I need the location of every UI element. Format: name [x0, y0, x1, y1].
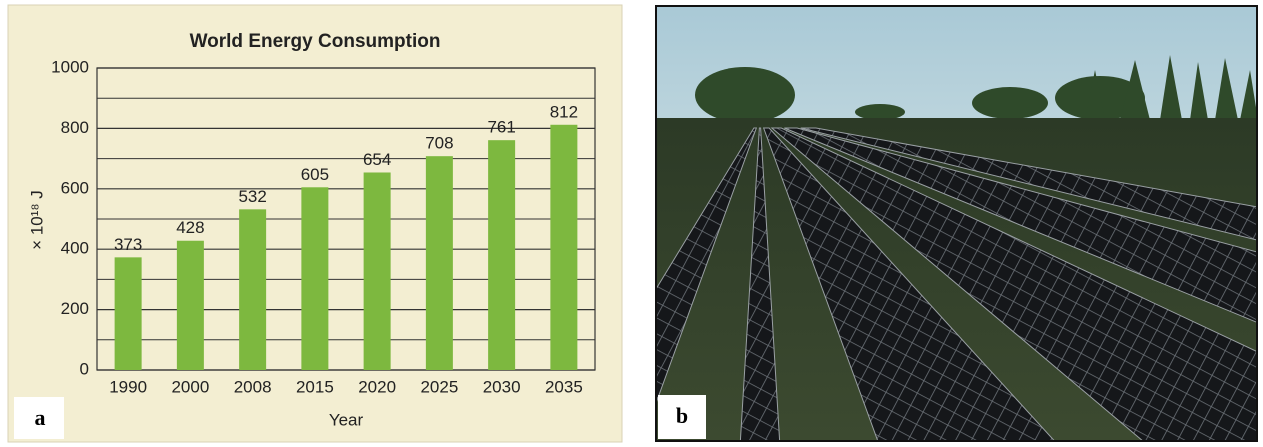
- bar: [301, 187, 329, 370]
- x-tick-label: 2025: [420, 377, 458, 396]
- value-label: 605: [301, 165, 329, 184]
- panel-b-border: [655, 5, 1258, 442]
- chart-title: World Energy Consumption: [190, 31, 441, 52]
- value-label: 654: [363, 150, 391, 169]
- panel-label-box: [658, 395, 706, 439]
- photo: [656, 6, 1257, 441]
- bar: [363, 172, 391, 370]
- y-tick-label: 600: [61, 178, 89, 197]
- bar: [550, 124, 578, 370]
- bar: [488, 140, 516, 370]
- bar: [176, 240, 204, 370]
- value-label: 708: [425, 134, 453, 153]
- tree-line: [695, 55, 1257, 123]
- x-tick-label: 2015: [296, 377, 334, 396]
- value-label: 428: [176, 218, 204, 237]
- panel-label-box: [14, 397, 64, 439]
- y-tick-label: 800: [61, 118, 89, 137]
- x-tick-label: 2030: [483, 377, 521, 396]
- value-label: 532: [238, 187, 266, 206]
- x-tick-label: 2000: [171, 377, 209, 396]
- solar-row: [800, 127, 1257, 241]
- x-axis-label: Year: [329, 410, 364, 429]
- solar-row: [739, 127, 781, 441]
- bar: [114, 257, 142, 370]
- value-label: 812: [550, 102, 578, 121]
- x-tick-label: 2008: [234, 377, 272, 396]
- y-tick-label: 1000: [51, 57, 89, 76]
- solar-row: [656, 127, 758, 405]
- x-tick-label: 2020: [358, 377, 396, 396]
- chart: World Energy Consumption Year × 10¹⁸ J 0…: [27, 31, 596, 429]
- y-axis-label: × 10¹⁸ J: [27, 190, 46, 250]
- bar: [425, 156, 453, 370]
- x-tick-label: 2035: [545, 377, 583, 396]
- solar-row: [770, 127, 1257, 441]
- y-tick-label: 200: [61, 299, 89, 318]
- panel-label: a: [35, 405, 46, 430]
- bar: [239, 209, 267, 370]
- solar-row: [784, 127, 1257, 323]
- solar-row: [762, 127, 1056, 441]
- value-label: 373: [114, 235, 142, 254]
- y-tick-label: 400: [61, 239, 89, 258]
- y-tick-label: 0: [80, 359, 89, 378]
- panel-label: b: [676, 403, 688, 428]
- solar-rows: [656, 127, 1257, 441]
- value-label: 761: [487, 118, 515, 137]
- x-tick-label: 1990: [109, 377, 147, 396]
